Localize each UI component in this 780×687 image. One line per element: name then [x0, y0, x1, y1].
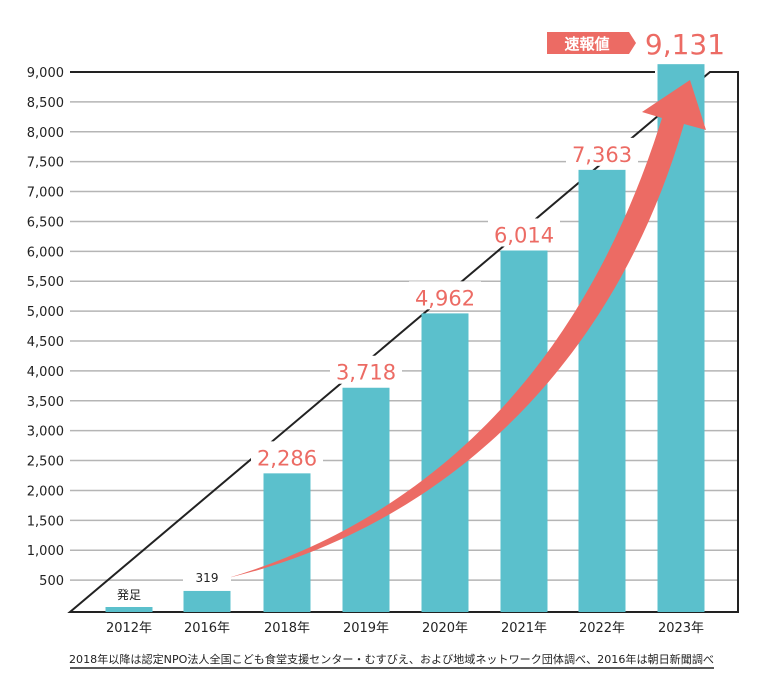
data-label: 7,363	[572, 143, 632, 167]
y-tick-label: 2,500	[27, 455, 64, 470]
y-tick-label: 4,500	[27, 335, 64, 350]
y-tick-label: 3,500	[27, 395, 64, 410]
y-tick-label: 7,500	[27, 156, 64, 171]
y-tick-label: 5,500	[27, 275, 64, 290]
y-tick-label: 8,500	[27, 96, 64, 111]
y-tick-label: 4,000	[27, 365, 64, 380]
x-tick-label: 2018年	[264, 621, 310, 636]
preliminary-badge-label: 速報値	[564, 35, 609, 53]
y-tick-label: 7,000	[27, 186, 64, 201]
y-tick-label: 3,000	[27, 425, 64, 440]
data-label: 4,962	[415, 286, 475, 310]
y-tick-label: 1,500	[27, 514, 64, 529]
x-tick-label: 2019年	[343, 621, 389, 636]
data-label: 6,014	[494, 223, 554, 247]
bar	[105, 607, 153, 612]
source-note: 2018年以降は認定NPO法人全国こども食堂支援センター・むすびえ、および地域ネ…	[69, 652, 714, 666]
data-label-bg	[409, 281, 481, 310]
data-label-bg	[105, 584, 153, 604]
x-tick-label: 2012年	[106, 621, 152, 636]
x-tick-label: 2022年	[579, 621, 625, 636]
y-tick-label: 6,000	[27, 245, 64, 260]
plot-frame	[67, 71, 739, 613]
y-tick-label: 6,500	[27, 215, 64, 230]
data-label-bg	[488, 218, 560, 247]
data-label-bg	[251, 441, 323, 470]
data-label: 3,718	[336, 361, 396, 385]
preliminary-badge	[547, 32, 636, 54]
data-label-bg	[566, 137, 638, 166]
bar	[263, 473, 311, 612]
data-label: 2,286	[257, 446, 317, 470]
y-tick-label: 5,000	[27, 305, 64, 320]
data-label: 発足	[117, 588, 141, 602]
data-label: 9,131	[645, 28, 725, 61]
data-label-bg	[330, 355, 402, 384]
bar	[183, 590, 231, 612]
y-tick-label: 500	[39, 574, 64, 589]
y-tick-label: 9,000	[27, 66, 64, 81]
bar	[500, 250, 548, 612]
y-tick-label: 2,000	[27, 484, 64, 499]
data-label: 319	[196, 571, 219, 585]
y-tick-label: 8,000	[27, 126, 64, 141]
x-tick-label: 2016年	[184, 621, 230, 636]
x-tick-label: 2023年	[658, 621, 704, 636]
x-tick-label: 2020年	[422, 621, 468, 636]
data-label-bg	[183, 566, 231, 587]
bar	[342, 387, 390, 612]
y-tick-label: 1,000	[27, 544, 64, 559]
x-tick-label: 2021年	[501, 621, 547, 636]
